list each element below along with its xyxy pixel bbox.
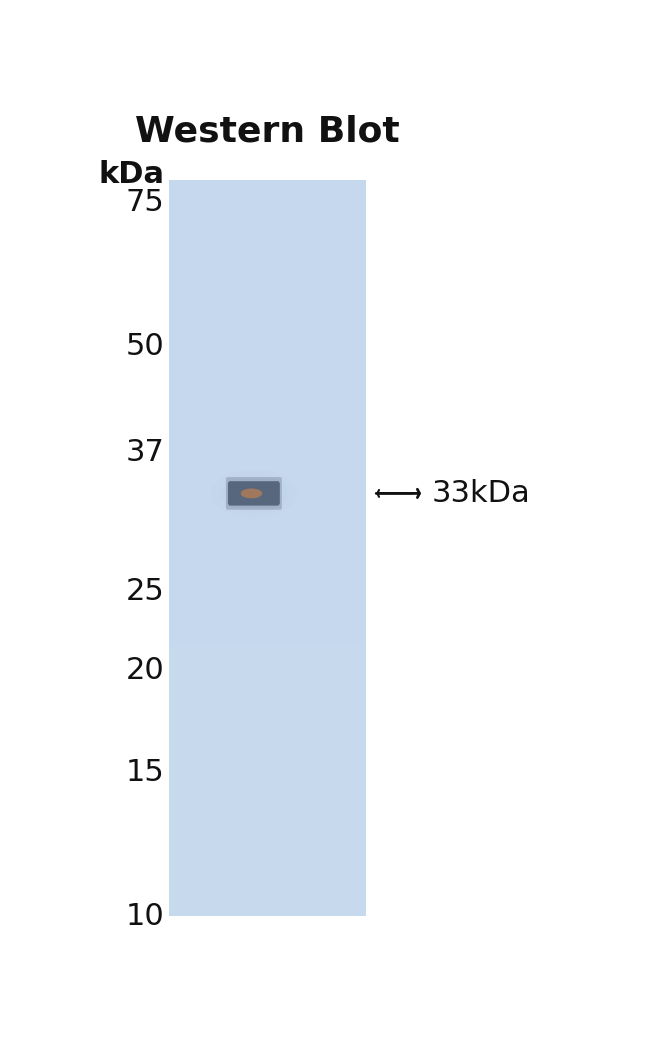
Bar [170,855,366,867]
Bar [170,265,366,278]
Bar [170,364,366,376]
FancyBboxPatch shape [226,477,282,509]
Text: 33kDa: 33kDa [432,479,530,508]
Bar [170,842,366,855]
Bar [170,462,366,475]
Bar [170,560,366,573]
Text: 15: 15 [125,758,164,787]
Bar [170,241,366,254]
Bar [170,291,366,302]
Bar [170,548,366,560]
Bar [170,180,366,192]
Text: 20: 20 [125,656,164,685]
Bar [170,438,366,450]
Ellipse shape [240,488,262,498]
Bar [170,388,366,401]
Text: 10: 10 [125,902,164,931]
Bar [170,536,366,548]
Bar [170,278,366,291]
Bar [170,486,366,499]
Bar [170,659,366,671]
Bar [170,523,366,536]
Ellipse shape [220,475,287,513]
Ellipse shape [211,469,297,518]
Bar [170,302,366,315]
Bar [170,646,366,659]
Bar [170,573,366,585]
Bar [170,733,366,744]
Text: 37: 37 [125,439,164,467]
Bar [170,879,366,892]
Bar [170,327,366,339]
Bar [170,315,366,327]
Text: Western Blot: Western Blot [135,115,400,149]
Bar [170,707,366,720]
Bar [170,229,366,241]
Bar [170,597,366,610]
Bar [170,339,366,352]
Text: 50: 50 [125,332,164,360]
Bar [170,254,366,265]
Bar [170,512,366,523]
Bar [170,769,366,781]
Bar [170,499,366,512]
Bar [170,475,366,486]
Bar [170,450,366,462]
Text: 25: 25 [125,577,164,607]
Text: kDa: kDa [98,160,164,188]
Bar [170,180,366,916]
Bar [170,217,366,229]
Bar [170,634,366,646]
Bar [170,610,366,622]
Bar [170,585,366,597]
Bar [170,352,366,364]
Bar [170,818,366,831]
Bar [170,831,366,842]
Bar [170,192,366,204]
Bar [170,805,366,818]
Bar [170,892,366,904]
Bar [170,781,366,794]
Bar [170,683,366,696]
Bar [170,720,366,733]
Bar [170,696,366,707]
Bar [170,401,366,413]
Bar [170,867,366,879]
Bar [170,204,366,217]
Bar [170,757,366,769]
Bar [170,671,366,683]
Text: 75: 75 [125,188,164,217]
Bar [170,904,366,916]
Bar [170,376,366,388]
Bar [170,622,366,634]
Bar [170,744,366,757]
Bar [170,413,366,425]
Bar [170,794,366,805]
Bar [170,425,366,438]
FancyBboxPatch shape [228,481,280,505]
